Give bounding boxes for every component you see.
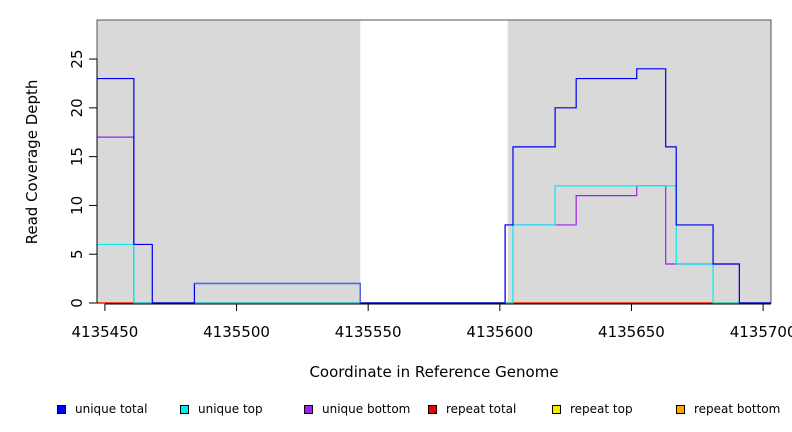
legend-swatch [180, 404, 189, 414]
y-ticks: 0 5 10 15 20 25 [68, 49, 97, 308]
legend-label: unique total [75, 402, 148, 416]
x-tick-label: 4135650 [598, 323, 665, 341]
y-axis-label: Read Coverage Depth [23, 80, 41, 245]
series-line-unique-total-plateau [194, 282, 361, 303]
x-ticks: 4135450 4135500 4135550 4135600 4135650 41357… [71, 304, 792, 341]
shaded-region-2 [507, 20, 771, 303]
x-axis-label: Coordinate in Reference Genome [309, 363, 558, 381]
series-lines [97, 68, 771, 304]
legend-swatch [428, 404, 437, 414]
legend-item-unique-total: unique total [57, 400, 147, 418]
legend-label: unique bottom [322, 402, 411, 416]
legend-label: repeat top [570, 402, 633, 416]
legend-label: repeat bottom [694, 402, 781, 416]
shaded-region-1 [97, 20, 361, 303]
legend-item-repeat-top: repeat top [552, 400, 633, 418]
legend-swatch [304, 404, 313, 414]
y-tick-label: 5 [68, 249, 86, 259]
y-tick-label: 0 [68, 298, 86, 308]
y-tick-label: 15 [68, 147, 86, 166]
y-tick-label: 10 [68, 196, 86, 215]
x-tick-label: 4135450 [71, 323, 138, 341]
legend-label: repeat total [446, 402, 517, 416]
series-line-unique-total [97, 68, 771, 304]
x-tick-label: 4135600 [466, 323, 533, 341]
coverage-chart: 4135450 4135500 4135550 4135600 4135650 41357… [23, 19, 792, 381]
legend-label: unique top [198, 402, 263, 416]
legend-item-repeat-bottom: repeat bottom [676, 400, 780, 418]
legend-swatch [676, 404, 685, 414]
y-tick-label: 20 [68, 98, 86, 117]
legend-swatch [552, 404, 561, 414]
y-tick-label: 25 [68, 49, 86, 68]
legend-item-unique-bottom: unique bottom [304, 400, 410, 418]
legend-item-unique-top: unique top [180, 400, 263, 418]
legend: unique total unique top unique bottom repea… [0, 400, 792, 418]
shaded-regions [97, 20, 771, 303]
legend-swatch [57, 404, 66, 414]
axes: 4135450 4135500 4135550 4135600 4135650 41357… [68, 49, 792, 341]
x-tick-label: 4135550 [335, 323, 402, 341]
x-tick-label: 4135500 [203, 323, 270, 341]
legend-item-repeat-total: repeat total [428, 400, 516, 418]
x-tick-label: 4135700 [730, 323, 792, 341]
